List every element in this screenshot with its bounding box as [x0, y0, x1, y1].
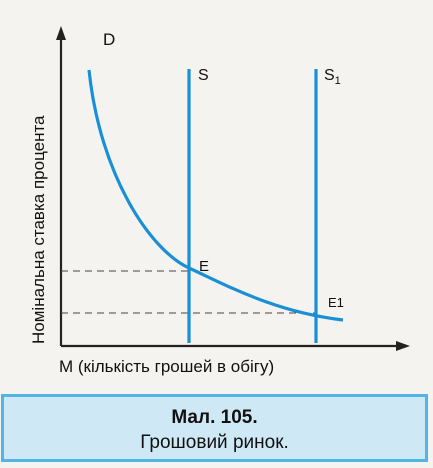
- caption-box: Мал. 105. Грошовий ринок.: [1, 394, 428, 462]
- supply-shift-label: S1: [324, 67, 341, 87]
- caption-title: Мал. 105.: [171, 407, 258, 428]
- equilibrium-label: E: [199, 258, 209, 275]
- x-axis-label: M (кількість грошей в обігу): [59, 357, 274, 376]
- x-axis-arrow: [396, 341, 410, 351]
- caption-subtitle: Грошовий ринок.: [140, 432, 289, 453]
- y-axis-label: Номінальна ставка процента: [29, 115, 48, 344]
- demand-curve: [87, 69, 344, 322]
- supply-label: S: [198, 67, 209, 84]
- equilibrium-shift-label: E1: [328, 295, 344, 310]
- y-axis-arrow: [56, 26, 66, 40]
- demand-label: D: [103, 30, 115, 49]
